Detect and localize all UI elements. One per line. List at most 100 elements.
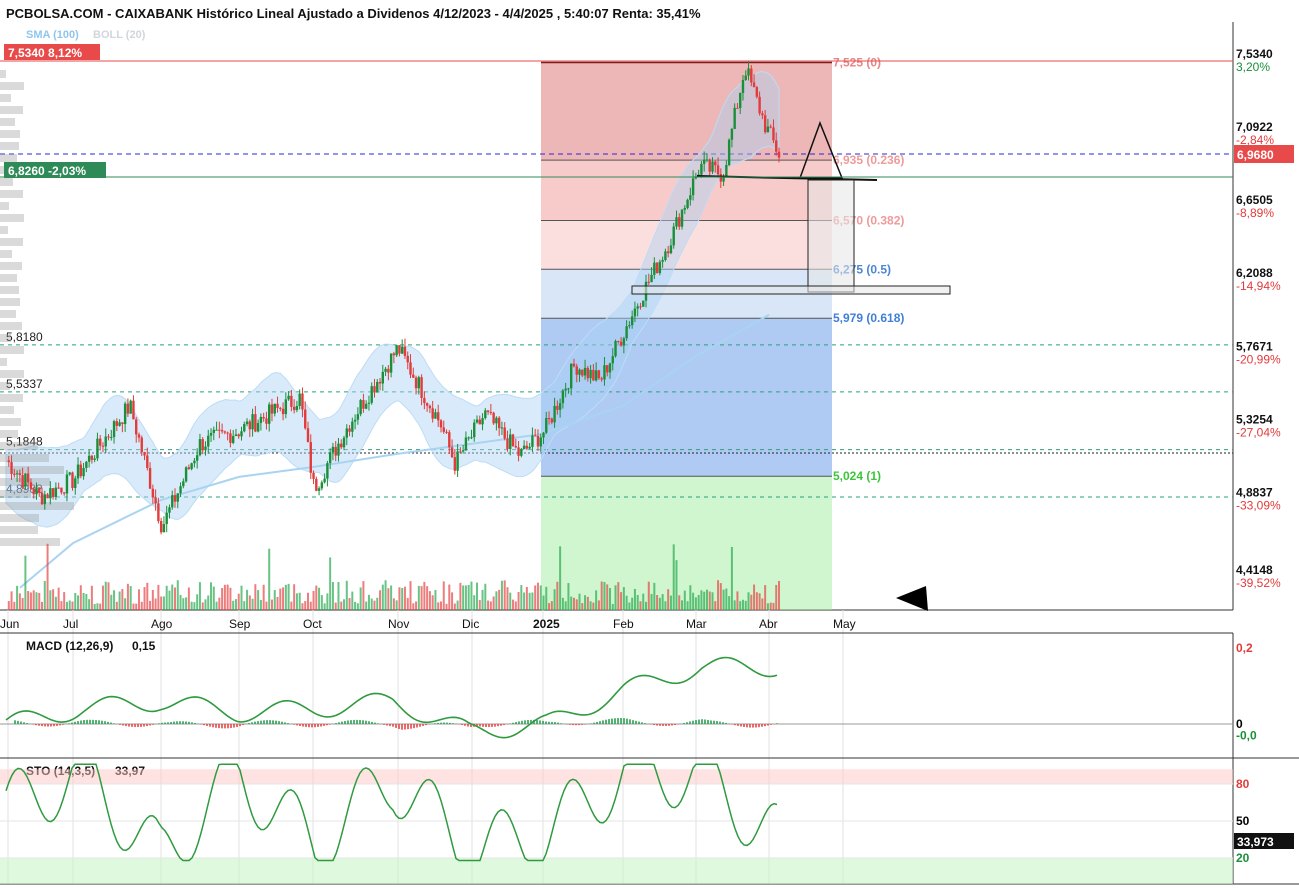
- volume-bar: [628, 602, 631, 610]
- volume-bar: [326, 593, 329, 610]
- volume-bar: [589, 601, 592, 610]
- macd-histogram-bar: [113, 723, 115, 724]
- volume-bar: [467, 584, 470, 610]
- sma-line: [19, 313, 770, 589]
- profile-bar: [0, 334, 11, 342]
- candle-body: [761, 113, 764, 116]
- macd-histogram-bar: [314, 724, 316, 728]
- candle-body: [672, 226, 675, 246]
- macd-histogram-bar: [434, 723, 436, 724]
- volume-bar: [434, 590, 437, 610]
- volume-bar: [431, 595, 434, 610]
- candle-body: [101, 445, 105, 447]
- candle-body: [639, 306, 642, 308]
- macd-histogram-bar: [341, 721, 343, 724]
- macd-histogram-bar: [671, 724, 673, 726]
- volume-bar: [764, 585, 767, 610]
- volume-bar: [661, 594, 664, 610]
- volume-bar: [581, 603, 584, 610]
- macd-histogram-bar: [644, 723, 646, 724]
- price-candles: [7, 61, 781, 535]
- candle-body: [265, 418, 268, 424]
- candle-body: [669, 245, 673, 254]
- volume-bar: [279, 588, 282, 610]
- profile-bar: [0, 538, 60, 546]
- volume-bar: [340, 601, 343, 610]
- volume-bar: [193, 602, 196, 610]
- candle-body: [173, 495, 177, 502]
- candle-body: [542, 432, 545, 438]
- profile-bar: [0, 490, 31, 498]
- macd-histogram-bar: [629, 719, 631, 724]
- macd-histogram-bar: [518, 721, 520, 724]
- axis-pct-label: -27,04%: [1236, 425, 1281, 439]
- volume-bar: [312, 590, 315, 610]
- candle-body: [60, 487, 63, 493]
- macd-histogram-bar: [590, 723, 592, 724]
- volume-bar: [462, 585, 465, 610]
- macd-histogram-bar: [608, 719, 610, 724]
- macd-histogram-bar: [404, 724, 406, 730]
- volume-bar: [575, 599, 578, 610]
- volume-bar: [276, 596, 279, 610]
- candle-body: [292, 406, 296, 411]
- volume-bar: [77, 595, 80, 610]
- candle-body: [24, 473, 27, 487]
- profile-bar: [0, 94, 11, 102]
- macd-line: [5, 656, 778, 739]
- volume-bar: [711, 592, 714, 610]
- volume-bar: [561, 597, 564, 610]
- macd-histogram-bar: [689, 721, 691, 724]
- volume-bar: [683, 590, 686, 610]
- volume-bar: [692, 592, 695, 610]
- macd-histogram-bar: [770, 724, 772, 725]
- oversold-zone: [0, 858, 1233, 884]
- macd-histogram-bar: [62, 724, 64, 725]
- volume-bar: [63, 592, 66, 610]
- macd-histogram-bar: [188, 721, 190, 724]
- macd-histogram-bar: [104, 721, 106, 724]
- candle-body: [406, 355, 409, 363]
- macd-histogram-bar: [41, 724, 43, 727]
- candle-body: [43, 494, 46, 505]
- candle-body: [220, 430, 224, 432]
- macd-histogram-bar: [584, 724, 586, 725]
- macd-histogram-bar: [485, 724, 487, 728]
- price-badge-text: 6,8260 -2,03%: [8, 164, 86, 178]
- volume-bar: [379, 590, 382, 610]
- chart-title: PCBOLSA.COM - CAIXABANK Histórico Lineal…: [6, 6, 701, 21]
- volume-bar: [226, 584, 229, 610]
- candle-body: [309, 442, 312, 473]
- candle-body: [589, 369, 592, 379]
- candle-body: [628, 325, 631, 327]
- candle-body: [254, 414, 257, 432]
- candle-body: [234, 434, 238, 437]
- current-price-badge: [1234, 145, 1294, 163]
- candle-body: [320, 482, 324, 489]
- candle-body: [378, 381, 382, 384]
- macd-histogram-bar: [470, 724, 472, 727]
- macd-histogram-bar: [20, 721, 22, 724]
- candle-body: [736, 107, 739, 109]
- macd-histogram-bar: [704, 719, 706, 724]
- macd-histogram-bar: [527, 720, 529, 724]
- volume-bar: [287, 583, 290, 610]
- macd-histogram-bar: [686, 722, 688, 724]
- candle-body: [184, 467, 188, 482]
- volume-bar: [304, 601, 307, 610]
- macd-histogram-bar: [275, 720, 277, 724]
- candle-body: [381, 371, 385, 384]
- macd-histogram-bar: [164, 722, 166, 724]
- volume-bar: [667, 589, 670, 610]
- macd-histogram-bar: [449, 722, 451, 724]
- candle-body: [777, 151, 781, 158]
- profile-bar: [0, 466, 64, 474]
- volume-bar: [714, 601, 717, 610]
- volume-bar: [174, 587, 177, 610]
- candle-body: [38, 487, 41, 493]
- axis-tick-label: 6,6505: [1236, 193, 1273, 207]
- volume-bar: [306, 592, 309, 610]
- macd-histogram-bar: [635, 720, 637, 724]
- volume-bar: [539, 585, 542, 610]
- drawn-objects: [631, 120, 951, 611]
